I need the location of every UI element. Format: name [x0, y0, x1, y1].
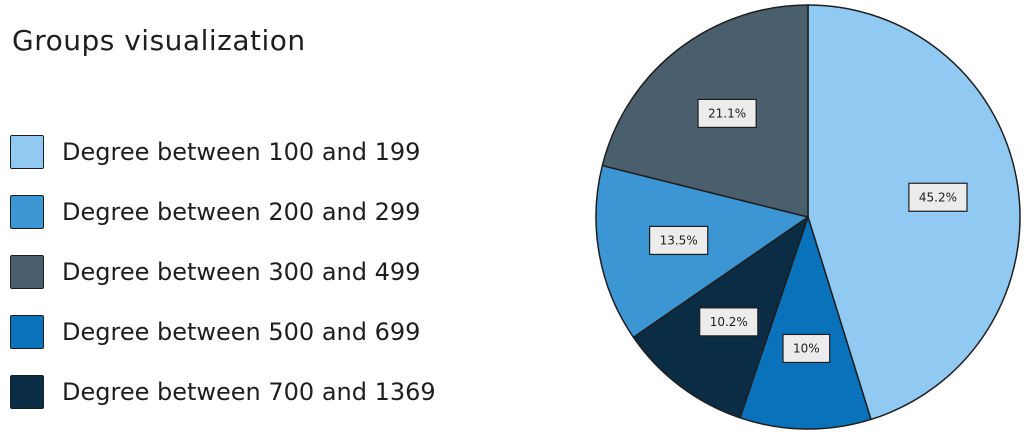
legend-item-300-499: Degree between 300 and 499: [10, 252, 436, 292]
slice-label-text: 13.5%: [660, 233, 698, 247]
slice-label: 10.2%: [699, 307, 759, 337]
pie-slice: [739, 216, 872, 430]
legend-label: Degree between 300 and 499: [62, 258, 421, 286]
legend: Degree between 100 and 199 Degree betwee…: [10, 132, 436, 432]
slice-label-box: [699, 307, 759, 337]
legend-item-700-1369: Degree between 700 and 1369: [10, 372, 436, 412]
slice-label-text: 10.2%: [710, 315, 748, 329]
slice-label-box: [648, 225, 709, 256]
slice-label-text: 45.2%: [919, 190, 957, 204]
slice-label: 10%: [782, 333, 831, 364]
legend-swatch: [10, 375, 44, 409]
slice-label: 21.1%: [697, 98, 757, 128]
slice-label: 13.5%: [648, 225, 709, 256]
legend-label: Degree between 500 and 699: [62, 318, 421, 346]
slice-label-box: [908, 182, 968, 212]
legend-swatch: [10, 135, 44, 169]
slice-label-text: 21.1%: [708, 106, 746, 120]
legend-item-100-199: Degree between 100 and 199: [10, 132, 436, 172]
legend-label: Degree between 700 and 1369: [62, 378, 436, 406]
legend-swatch: [10, 315, 44, 349]
slice-label-text: 10%: [793, 341, 820, 355]
slice-label-box: [697, 98, 757, 128]
legend-item-200-299: Degree between 200 and 299: [10, 192, 436, 232]
chart-title: Groups visualization: [12, 24, 306, 57]
legend-item-500-699: Degree between 500 and 699: [10, 312, 436, 352]
slice-label: 45.2%: [908, 182, 968, 212]
legend-swatch: [10, 255, 44, 289]
legend-swatch: [10, 195, 44, 229]
legend-label: Degree between 100 and 199: [62, 138, 421, 166]
slice-label-box: [782, 333, 831, 364]
pie-slice: [807, 4, 1021, 421]
legend-label: Degree between 200 and 299: [62, 198, 421, 226]
